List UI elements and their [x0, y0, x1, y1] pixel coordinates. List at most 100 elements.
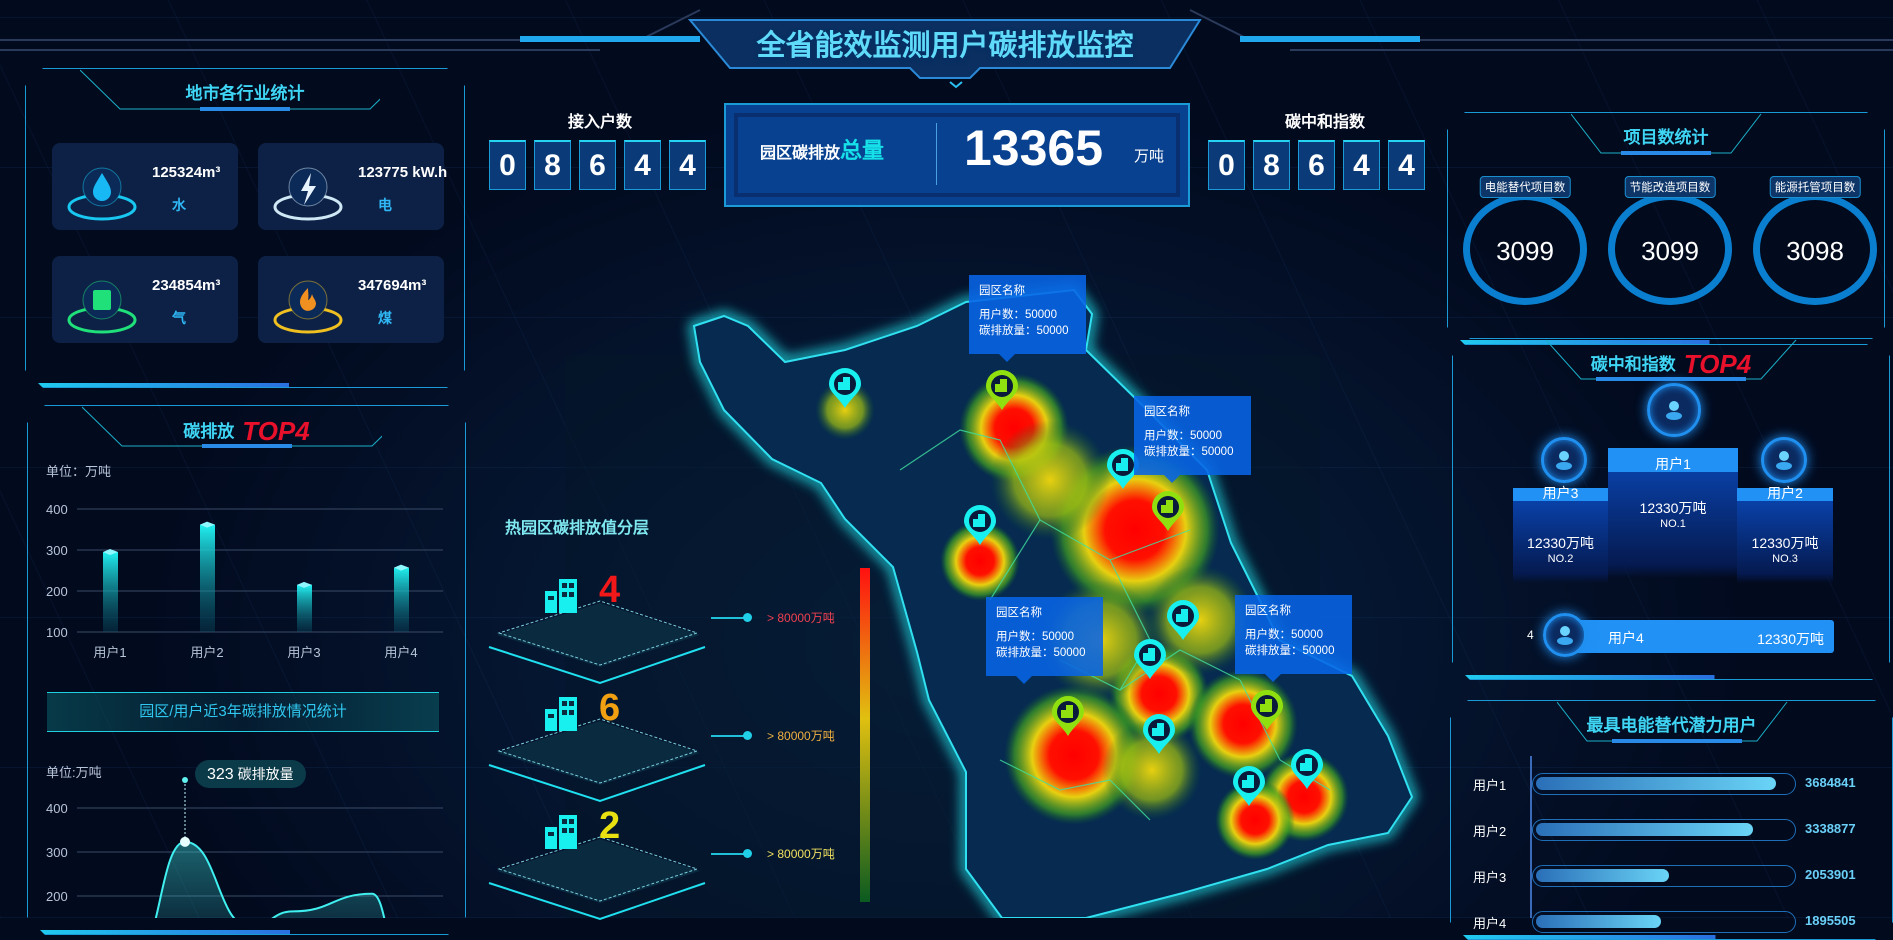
area-chart-tooltip: 323 碳排放量 — [195, 760, 306, 788]
park-tooltip: 园区名称 用户数：50000 碳排放量：50000 — [1134, 396, 1251, 483]
panel-title: 碳排放 TOP4 — [82, 406, 412, 450]
bar-cap — [200, 521, 215, 528]
podium-user: 用户2 — [1767, 485, 1803, 501]
digit-box: 4 — [624, 140, 661, 190]
potential-value: 3338877 — [1805, 821, 1856, 836]
industry-card: 125324m³ 水 — [52, 143, 238, 230]
industry-card: 123775 kW.h 电 — [258, 143, 447, 230]
podium-rank: NO.1 — [1660, 518, 1686, 530]
digit-box: 6 — [1298, 140, 1335, 190]
total-emission-box: 园区碳排放总量 13365 万吨 — [724, 103, 1190, 207]
heat-spot — [1102, 720, 1202, 820]
building-icon — [545, 579, 577, 613]
layer-count: 2 — [599, 805, 621, 847]
potential-progress-bar — [1532, 911, 1796, 933]
project-count-ring: 电能替代项目数 3099 — [1463, 176, 1587, 305]
park-tooltip: 园区名称 用户数：50000 碳排放量：50000 — [969, 275, 1086, 362]
park-marker-icon[interactable] — [1052, 696, 1084, 736]
potential-user: 用户2 — [1473, 824, 1507, 839]
city-border — [899, 429, 1041, 601]
industry-value: 234854m³ — [152, 277, 221, 294]
digit-box: 4 — [669, 140, 706, 190]
rank4-index: 4 — [1527, 628, 1534, 642]
industry-value: 347694m³ — [358, 277, 427, 294]
bar — [200, 524, 215, 632]
potential-user: 用户3 — [1473, 870, 1507, 885]
rank4-row[interactable]: 用户4 12330万吨 — [1570, 620, 1834, 653]
industry-card: 347694m³ 煤 — [258, 256, 444, 343]
y-tick-label: 400 — [46, 502, 68, 517]
layer-threshold: > 80000万吨 — [767, 611, 835, 625]
data-point[interactable] — [180, 836, 190, 847]
flame-icon — [273, 280, 343, 334]
x-tick-label: 用户1 — [93, 645, 126, 660]
potential-progress-bar — [1532, 865, 1796, 887]
bar-chart-unit: 单位：万吨 — [46, 464, 112, 479]
total-emission-value: 13365 — [964, 120, 1104, 176]
park-marker-icon[interactable] — [1167, 600, 1199, 640]
project-stats-panel: 项目数统计 — [1447, 112, 1885, 345]
highlight-dot — [182, 777, 188, 783]
project-label: 能源托管项目数 — [1769, 176, 1861, 198]
bar — [297, 584, 312, 632]
layer-count: 4 — [599, 569, 621, 611]
potential-progress-bar — [1532, 773, 1796, 795]
park-marker-icon[interactable] — [829, 368, 861, 408]
city-border — [999, 759, 1151, 821]
heat-spot — [990, 420, 1110, 540]
x-tick-label: 用户3 — [287, 645, 320, 660]
park-tooltip: 园区名称 用户数：50000 碳排放量：50000 — [1235, 595, 1352, 682]
podium-value: 12330万吨 — [1751, 535, 1819, 551]
rank4-value: 12330万吨 — [1757, 631, 1824, 647]
podium-user: 用户3 — [1542, 485, 1579, 501]
park-marker-icon[interactable] — [1152, 491, 1184, 531]
potential-axis — [1530, 756, 1532, 918]
digit-box: 0 — [489, 140, 526, 190]
potential-progress-bar — [1532, 819, 1796, 841]
layers-title: 热园区碳排放值分层 — [505, 520, 650, 537]
podium-rank: NO.2 — [1547, 553, 1574, 565]
layer-tier: 6 > 80000万吨 — [487, 687, 907, 803]
industry-name: 电 — [378, 197, 392, 213]
building-icon — [545, 815, 577, 849]
water-drop-icon — [67, 167, 137, 221]
industry-stats-panel: 地市各行业统计 — [25, 68, 465, 388]
project-count-ring: 节能改造项目数 3099 — [1608, 176, 1732, 305]
bar — [394, 567, 409, 632]
bar-cap — [394, 564, 409, 571]
park-marker-icon[interactable] — [1233, 766, 1265, 806]
park-marker-icon[interactable] — [986, 370, 1018, 410]
park-marker-icon[interactable] — [1143, 714, 1175, 754]
project-label: 节能改造项目数 — [1624, 176, 1716, 198]
access-count-label: 接入户数 — [567, 114, 632, 131]
project-label: 电能替代项目数 — [1479, 176, 1571, 198]
park-tooltip: 园区名称 用户数：50000 碳排放量：50000 — [986, 597, 1103, 684]
y-tick-label: 200 — [46, 889, 68, 904]
industry-card: 234854m³ 气 — [52, 256, 238, 343]
industry-name: 气 — [172, 310, 186, 326]
park-marker-icon[interactable] — [1251, 690, 1283, 730]
project-count-ring: 能源托管项目数 3098 — [1753, 176, 1877, 305]
project-value: 3098 — [1786, 236, 1844, 266]
color-scale-bar — [860, 568, 870, 902]
emission-bar-chart: 100 200 300 400 用户1 用户2 用户3 用户4 — [46, 502, 443, 660]
layer-tier: 4 > 80000万吨 — [487, 569, 907, 685]
user-avatar-icon — [1543, 613, 1587, 657]
podium-block: 用户3 12330万吨 NO.2 — [1513, 485, 1608, 583]
user-avatar-icon — [1761, 437, 1807, 483]
podium-block: 用户1 12330万吨 NO.1 — [1608, 448, 1738, 578]
heat-spot — [815, 380, 875, 440]
potential-user: 用户1 — [1473, 778, 1507, 793]
neutral-top4-panel: 碳中和指数 TOP4 — [1452, 338, 1890, 680]
user-avatar-icon — [1647, 383, 1701, 437]
x-tick-label: 用户2 — [190, 645, 223, 660]
park-marker-icon[interactable] — [1107, 449, 1139, 489]
park-marker-icon[interactable] — [1134, 639, 1166, 679]
digit-box: 6 — [579, 140, 616, 190]
industry-name: 煤 — [378, 310, 392, 326]
total-emission-unit: 万吨 — [1134, 148, 1165, 165]
park-marker-icon[interactable] — [1291, 749, 1323, 789]
industry-name: 水 — [172, 197, 186, 213]
park-marker-icon[interactable] — [964, 505, 996, 545]
potential-user: 用户4 — [1473, 916, 1507, 931]
